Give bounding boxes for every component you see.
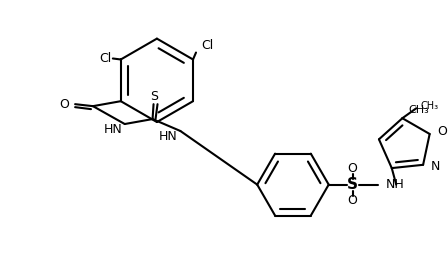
Text: S: S [151,90,159,103]
Text: CH₃: CH₃ [408,105,429,115]
Text: HN: HN [159,131,178,143]
Text: O: O [348,194,358,207]
Text: HN: HN [103,123,122,136]
Text: N: N [431,160,440,173]
Text: NH: NH [385,178,404,191]
Text: O: O [348,162,358,175]
Text: Cl: Cl [201,39,213,52]
Text: O: O [438,125,448,138]
Text: CH₃: CH₃ [420,101,438,111]
Text: Cl: Cl [99,52,111,65]
Text: O: O [59,98,69,111]
Text: S: S [347,177,358,192]
